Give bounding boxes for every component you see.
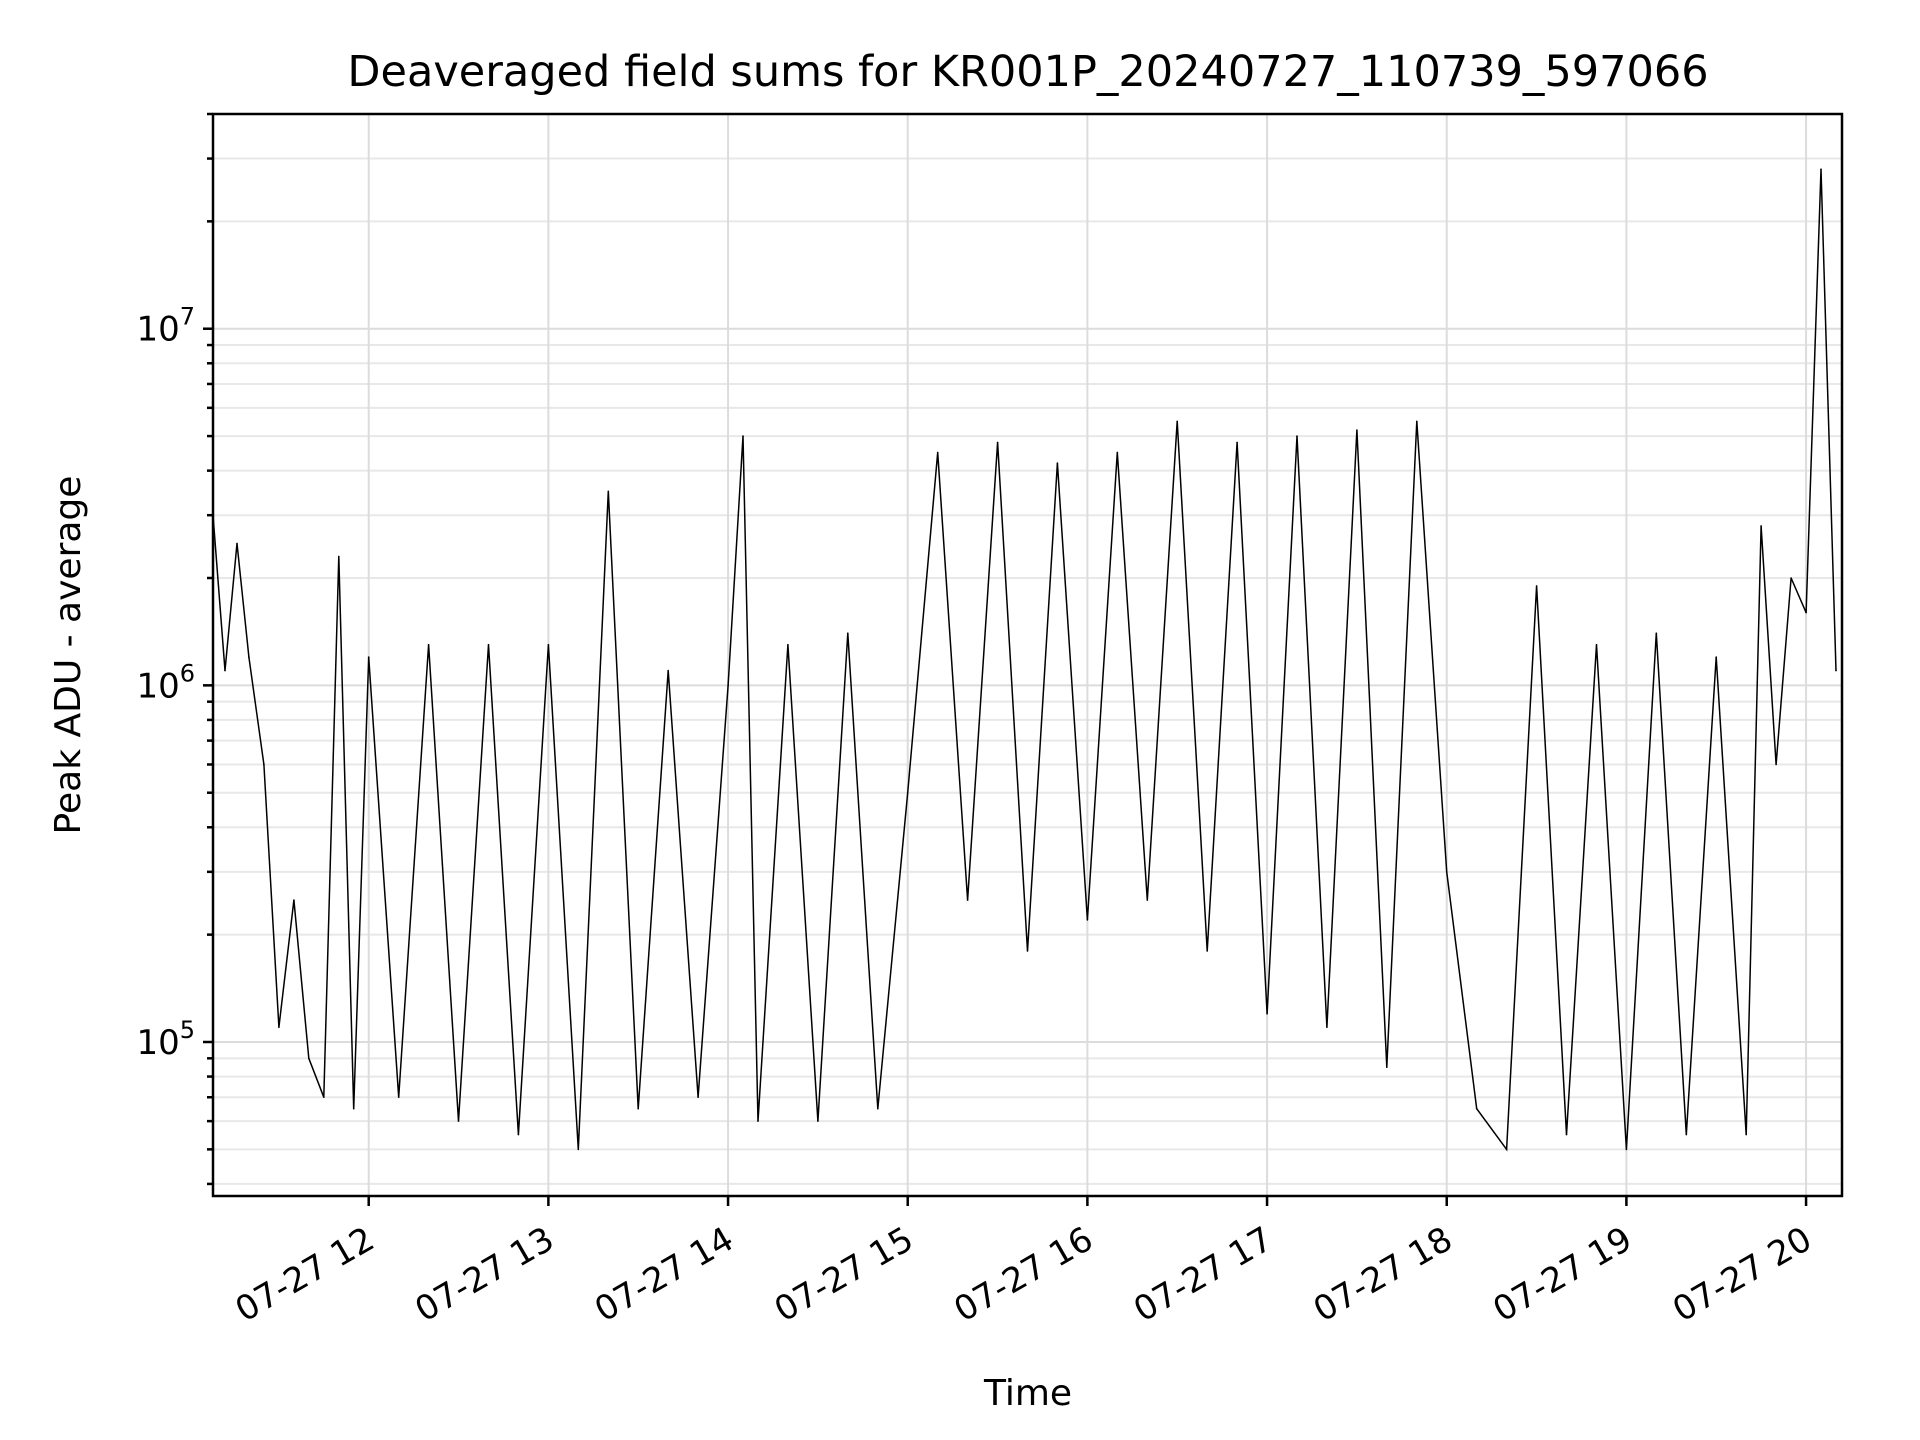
- data-point: [742, 435, 744, 437]
- data-point: [817, 1120, 819, 1122]
- data-point: [1775, 763, 1777, 766]
- data-point: [1595, 643, 1598, 646]
- data-point: [757, 1120, 759, 1122]
- x-tick-label: 07-27 16: [947, 1219, 1099, 1330]
- data-point: [877, 1107, 879, 1110]
- x-tick-label: 07-27 12: [229, 1219, 381, 1330]
- data-point: [1416, 420, 1418, 423]
- y-tick-label: 105: [136, 1016, 195, 1063]
- series-line: [212, 169, 1837, 1152]
- data-point: [397, 1096, 400, 1098]
- data-point: [966, 899, 969, 901]
- data-point: [427, 643, 430, 646]
- data-point: [637, 1107, 639, 1110]
- x-tick-label: 07-27 19: [1487, 1219, 1639, 1330]
- data-point: [1745, 1133, 1747, 1136]
- data-point: [1326, 1026, 1328, 1028]
- data-point: [1086, 919, 1089, 921]
- data-point: [1805, 611, 1807, 614]
- data-point: [236, 542, 238, 545]
- data-point: [1505, 1148, 1508, 1151]
- y-axis-title: Peak ADU - average: [48, 476, 89, 835]
- data-point: [1236, 441, 1238, 444]
- data-point: [1116, 451, 1119, 454]
- data-point: [278, 1026, 280, 1028]
- data-point: [367, 656, 370, 658]
- grid: [213, 113, 1842, 1196]
- data-point: [1685, 1133, 1688, 1136]
- x-tick-label: 07-27 18: [1307, 1219, 1459, 1330]
- data-point: [577, 1148, 580, 1151]
- data-point: [936, 451, 939, 454]
- data-point: [1535, 585, 1538, 587]
- data-point: [517, 1133, 520, 1136]
- data-point: [338, 555, 340, 558]
- data-point: [1266, 1013, 1268, 1015]
- data-point: [1655, 632, 1658, 634]
- data-point: [1026, 950, 1029, 952]
- data-point: [1296, 435, 1298, 437]
- data-point: [1565, 1133, 1568, 1136]
- data-point: [1820, 168, 1822, 170]
- data-point: [487, 643, 490, 646]
- data-point: [224, 669, 226, 672]
- data-point: [248, 656, 250, 658]
- series-layer: [212, 168, 1837, 1152]
- data-point: [1760, 525, 1762, 527]
- data-point: [1176, 420, 1178, 423]
- data-point: [308, 1057, 310, 1060]
- x-tick-label: 07-27 15: [768, 1219, 920, 1330]
- data-point: [1056, 462, 1059, 464]
- data-point: [1790, 577, 1792, 579]
- axis-ticks: 105 106 107 07-27 12 07-27 13 07-27 14 07-27 1…: [136, 112, 1819, 1330]
- data-point: [697, 1096, 699, 1098]
- data-point: [727, 684, 729, 687]
- data-point: [323, 1096, 325, 1098]
- data-point: [1475, 1107, 1478, 1110]
- data-point: [607, 490, 610, 493]
- data-point: [1445, 871, 1448, 873]
- data-point: [667, 669, 669, 672]
- chart-title: Deaveraged field sums for KR001P_2024072…: [347, 47, 1708, 97]
- data-point: [1715, 656, 1717, 658]
- x-tick-label: 07-27 20: [1666, 1219, 1818, 1330]
- y-tick-label: 106: [136, 659, 195, 706]
- data-point: [263, 763, 265, 766]
- data-point: [996, 441, 999, 444]
- data-point: [787, 643, 789, 646]
- data-point: [1386, 1066, 1388, 1068]
- data-point: [293, 899, 295, 901]
- data-point: [1625, 1148, 1628, 1151]
- data-point: [847, 632, 849, 634]
- data-point: [457, 1120, 460, 1122]
- data-point: [1206, 950, 1208, 952]
- x-tick-label: 07-27 17: [1127, 1219, 1279, 1330]
- data-point: [1356, 429, 1358, 431]
- data-point: [1146, 899, 1149, 901]
- x-axis-title: Time: [983, 1373, 1072, 1414]
- x-tick-label: 07-27 13: [408, 1219, 560, 1330]
- data-point: [906, 791, 909, 794]
- x-tick-label: 07-27 14: [588, 1219, 740, 1330]
- y-tick-label: 107: [136, 303, 195, 350]
- data-point: [547, 643, 550, 646]
- data-point: [1835, 669, 1837, 672]
- plot-frame: [211, 112, 1844, 1198]
- data-point: [352, 1107, 355, 1110]
